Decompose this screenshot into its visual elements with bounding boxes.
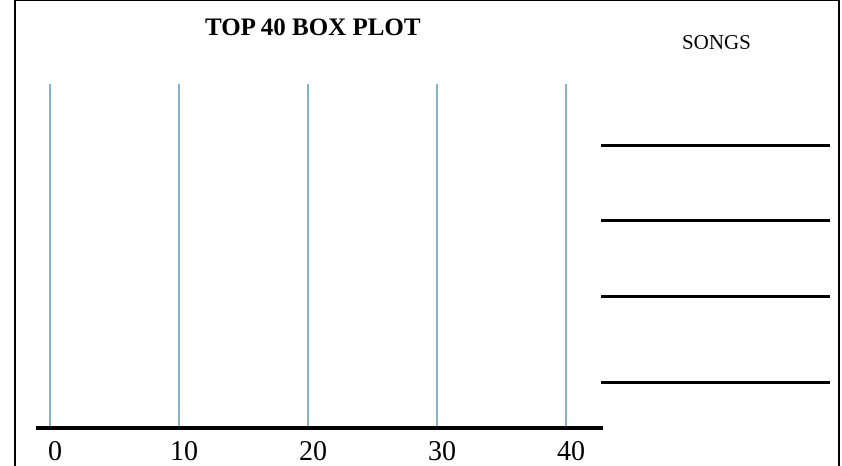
x-tick-label: 0 (48, 436, 62, 466)
x-tick-label: 30 (428, 436, 456, 466)
song-line[interactable] (601, 219, 830, 222)
songs-heading: SONGS (682, 30, 751, 54)
x-tick-label: 10 (170, 436, 198, 466)
song-line[interactable] (601, 144, 830, 147)
chart-title: TOP 40 BOX PLOT (205, 14, 421, 41)
song-line[interactable] (601, 381, 830, 384)
x-tick-label: 20 (299, 436, 327, 466)
box-plot-chart: 0 10 20 30 40 (36, 84, 603, 466)
song-line[interactable] (601, 295, 830, 298)
x-tick-label: 40 (557, 436, 585, 466)
worksheet-frame (14, 0, 840, 466)
